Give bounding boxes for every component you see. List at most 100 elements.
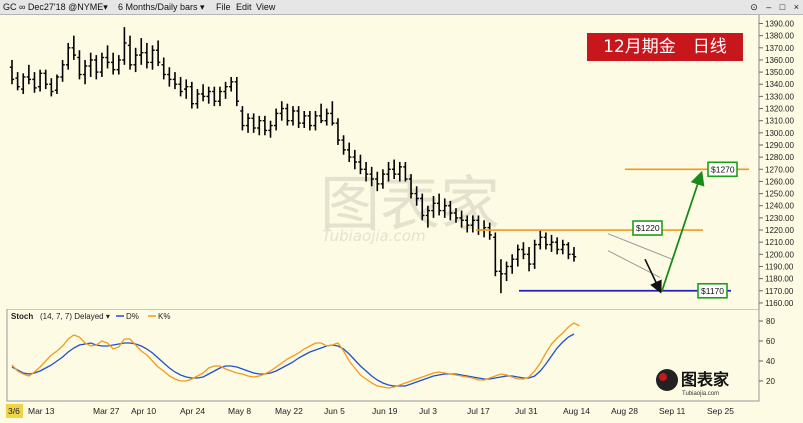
ohlc-bar [566, 242, 571, 260]
svg-text:$1170: $1170 [701, 286, 724, 296]
ohlc-bar [32, 72, 37, 93]
down-arrow [644, 258, 662, 294]
minimize-icon[interactable]: – [766, 2, 772, 12]
ohlc-bar [60, 59, 65, 82]
ohlc-bar [408, 174, 414, 199]
ohlc-bar [200, 84, 206, 102]
time-tick-label: May 22 [275, 406, 303, 416]
link-icon[interactable]: ⊙ [750, 2, 758, 12]
time-tick-label: Sep 11 [659, 406, 686, 416]
ohlc-bar [240, 106, 245, 131]
time-tick-label: Sep 25 [707, 406, 734, 416]
ohlc-bar [470, 215, 476, 233]
stoch-plot-area [6, 309, 760, 402]
logo-en: Tubiaojia.com [682, 391, 719, 397]
ohlc-bar [217, 86, 223, 107]
logo-mark [656, 369, 678, 391]
ohlc-bar [318, 103, 324, 124]
close-icon[interactable]: × [793, 2, 799, 12]
ohlc-bar [425, 205, 431, 228]
price-tick-label: 1370.00 [765, 44, 794, 53]
ohlc-bar [172, 72, 178, 90]
stoch-series-d [11, 333, 575, 387]
ohlc-bar [251, 113, 256, 133]
ohlc-bar [212, 86, 217, 107]
ohlc-bar [195, 89, 200, 109]
maximize-icon[interactable]: □ [779, 2, 786, 12]
ohlc-bar [268, 120, 273, 138]
ohlc-bar [54, 74, 60, 94]
svg-text:$1220: $1220 [636, 223, 660, 233]
stoch-tick-label: 60 [766, 337, 775, 346]
ohlc-bar [296, 106, 301, 128]
ohlc-bar [560, 239, 565, 255]
symbol-selector[interactable]: GC ∞ Dec27'18 @NYME▾ [3, 2, 108, 12]
period-selector[interactable]: 6 Months/Daily bars ▾ [118, 2, 205, 12]
ohlc-bar [459, 210, 464, 228]
price-chart: 图表家 Tubiaojia.com 1160.001170.001180.001… [7, 15, 794, 309]
ohlc-bar [526, 247, 532, 272]
menu-view[interactable]: View [256, 2, 276, 12]
ohlc-bar [245, 113, 251, 133]
d-legend-label: D% [126, 312, 139, 321]
price-label-1270: $1270 [707, 161, 738, 178]
price-tick-label: 1290.00 [765, 141, 794, 150]
ohlc-bar [178, 76, 183, 97]
level-lines: $1220 $1170 $1270 [476, 161, 749, 299]
menu-file[interactable]: File [216, 2, 231, 12]
price-tick-label: 1270.00 [765, 165, 794, 174]
price-label-1170: $1170 [697, 282, 728, 299]
ohlc-bar [139, 38, 144, 65]
ohlc-bar [94, 55, 99, 80]
price-tick-label: 1160.00 [765, 299, 794, 308]
price-tick-label: 1360.00 [765, 56, 794, 65]
ohlc-bar [330, 101, 335, 126]
ohlc-bar [448, 200, 453, 221]
price-tick-label: 1330.00 [765, 92, 794, 101]
ohlc-bar [184, 79, 189, 99]
ohlc-bar [66, 42, 71, 70]
stochastic-panel: Stoch (14, 7, 7) Delayed ▾ D% K% 20 40 60 8… [6, 309, 775, 402]
price-tick-label: 1260.00 [765, 177, 794, 186]
price-tick-label: 1210.00 [765, 238, 794, 247]
ohlc-bar [122, 27, 127, 65]
ohlc-bar [161, 57, 166, 80]
time-axis: 3/6 Mar 13 Mar 27 Apr 10 Apr 24 May 8 May 22 Ju… [0, 402, 803, 423]
ohlc-bar [77, 50, 82, 80]
ohlc-bar [521, 242, 526, 260]
ohlc-bar [436, 193, 442, 216]
time-tick-label: Aug 14 [563, 406, 590, 416]
time-tick-label: Jul 3 [419, 406, 437, 416]
ohlc-bar [453, 208, 459, 223]
ohlc-bar [549, 234, 554, 252]
price-tick-label: 1300.00 [765, 129, 794, 138]
ohlc-bar [302, 110, 307, 128]
k-legend-label: K% [158, 312, 170, 321]
ohlc-bar [189, 81, 195, 109]
price-label-1220: $1220 [632, 220, 663, 236]
ohlc-bar [307, 110, 313, 131]
menu-edit[interactable]: Edit [236, 2, 252, 12]
price-tick-label: 1240.00 [765, 202, 794, 211]
stoch-params[interactable]: (14, 7, 7) Delayed ▾ [40, 312, 110, 321]
watermark-en: Tubiaojia.com [322, 227, 426, 245]
start-date-highlight [6, 404, 23, 418]
time-tick-label: Jul 17 [467, 406, 490, 416]
ohlc-bar [369, 166, 374, 187]
ohlc-bar [397, 162, 402, 182]
window-controls: ⊙ – □ × [744, 0, 799, 14]
ohlc-bar [324, 108, 329, 126]
ohlc-bar [234, 76, 239, 107]
ohlc-bar [386, 162, 391, 182]
ohlc-bar [37, 69, 43, 92]
ohlc-bar [403, 162, 408, 182]
price-tick-label: 1250.00 [765, 190, 794, 199]
stoch-tick-label: 20 [766, 377, 775, 386]
ohlc-bar [543, 232, 549, 250]
ohlc-bar [335, 118, 341, 145]
ohlc-bar [133, 47, 138, 73]
ohlc-bar [49, 78, 54, 97]
time-axis-bg [0, 402, 803, 423]
ohlc-bar [21, 73, 26, 94]
